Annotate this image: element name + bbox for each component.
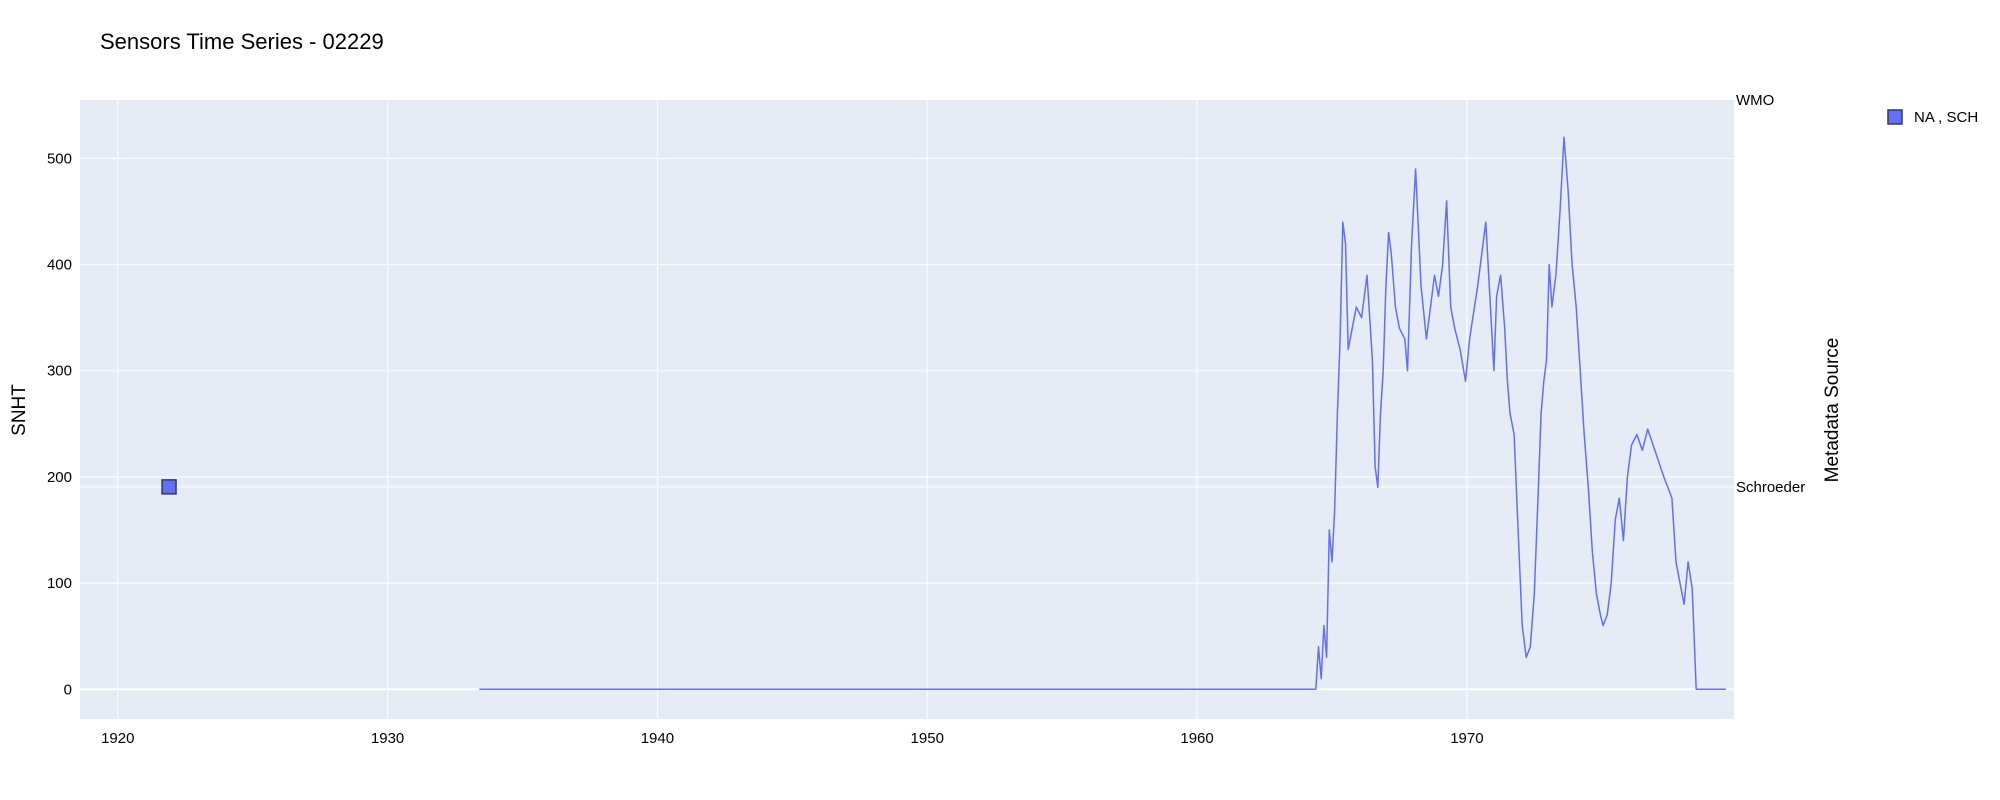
x-tick-label: 1920 [101, 730, 134, 747]
x-tick-label: 1950 [911, 730, 944, 747]
series-layer [161, 136, 1726, 691]
x-tick-label: 1930 [371, 730, 404, 747]
legend-label: NA , SCH [1914, 109, 1978, 126]
y-tick-label: 300 [47, 363, 72, 380]
y2-axis-categories: WMO Schroeder [1736, 92, 1805, 496]
y2-axis-title: Metadata Source [1822, 338, 1843, 483]
legend[interactable]: NA , SCH [1887, 109, 1978, 126]
x-tick-label: 1970 [1450, 730, 1483, 747]
x-tick-label: 1960 [1180, 730, 1213, 747]
y-axis-ticks: 0 100 200 300 400 500 [47, 150, 72, 698]
metadata-point-marker[interactable] [161, 479, 177, 495]
y-tick-label: 100 [47, 575, 72, 592]
x-tick-label: 1940 [641, 730, 674, 747]
y-axis-title: SNHT [9, 384, 30, 436]
x-axis-ticks: 1920 1930 1940 1950 1960 1970 [101, 730, 1483, 747]
y-tick-label: 500 [47, 150, 72, 167]
y2-category-label: Schroeder [1736, 479, 1805, 496]
y2-category-label: WMO [1736, 92, 1774, 109]
x-gridlines [117, 100, 1468, 719]
y-tick-label: 0 [64, 681, 72, 698]
plot-area [80, 100, 1734, 719]
chart-title: Sensors Time Series - 02229 [100, 29, 384, 54]
legend-marker-icon [1887, 109, 1903, 125]
y-tick-label: 200 [47, 469, 72, 486]
y-tick-label: 400 [47, 257, 72, 274]
snht-series-line [479, 136, 1726, 691]
